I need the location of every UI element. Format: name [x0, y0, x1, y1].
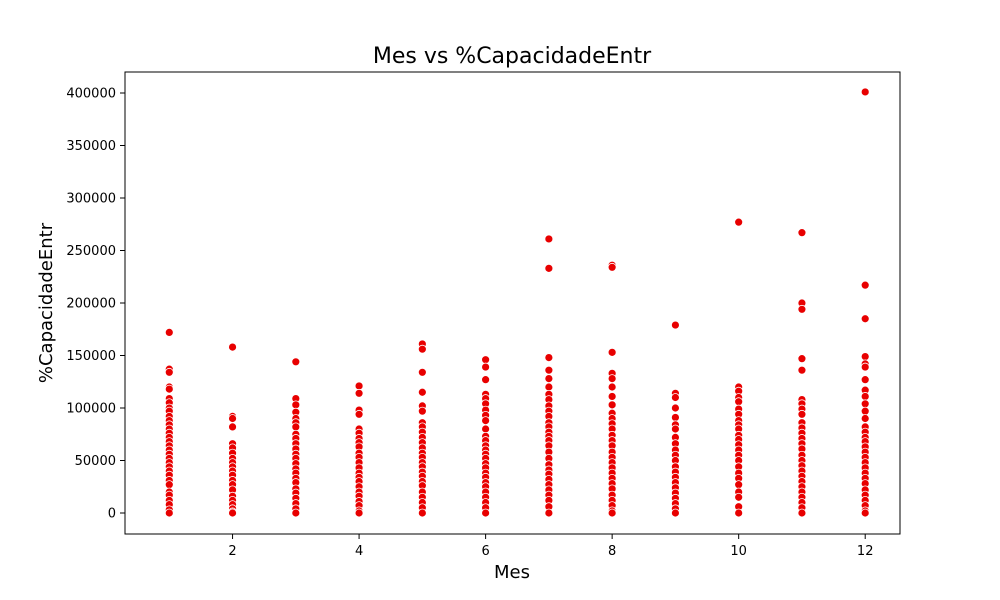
data-point: [734, 492, 744, 502]
data-point: [607, 382, 617, 392]
data-points: [164, 87, 870, 518]
data-point: [417, 344, 427, 354]
data-point: [797, 304, 807, 314]
data-point: [860, 392, 870, 401]
x-tick-label: 2: [228, 544, 236, 559]
data-point: [860, 375, 870, 385]
x-tick-label: 12: [857, 544, 874, 559]
data-point: [544, 353, 554, 363]
x-tick-label: 8: [608, 544, 616, 559]
data-point: [607, 374, 617, 384]
y-tick-label: 100000: [66, 402, 116, 417]
y-tick-label: 0: [108, 507, 116, 522]
data-point: [671, 320, 680, 330]
data-point: [860, 352, 870, 361]
data-point: [228, 422, 237, 432]
data-point: [481, 424, 491, 434]
data-point: [607, 508, 617, 518]
x-tick-label: 4: [355, 544, 363, 559]
data-point: [481, 355, 491, 365]
data-point: [164, 367, 174, 377]
data-point: [607, 347, 617, 357]
data-point: [417, 406, 427, 416]
data-point: [544, 508, 554, 518]
data-point: [544, 374, 554, 384]
y-tick-label: 250000: [66, 244, 116, 259]
data-point: [354, 409, 364, 419]
data-point: [291, 400, 301, 410]
y-tick-label: 150000: [66, 349, 116, 364]
data-point: [734, 397, 744, 407]
data-point: [797, 508, 807, 518]
x-tick-label: 6: [481, 544, 489, 559]
data-point: [860, 406, 870, 416]
data-point: [291, 357, 301, 367]
data-point: [860, 414, 870, 423]
data-point: [164, 327, 174, 337]
data-point: [481, 375, 491, 385]
data-point: [354, 388, 364, 398]
data-point: [797, 228, 807, 238]
data-point: [607, 262, 617, 272]
data-point: [544, 382, 554, 392]
data-point: [544, 263, 554, 273]
x-axis-label: Mes: [494, 562, 530, 583]
data-point: [228, 414, 237, 423]
x-tick-label: 10: [730, 544, 747, 559]
data-point: [481, 508, 491, 518]
data-point: [354, 508, 364, 518]
y-tick-label: 350000: [66, 139, 116, 154]
x-axis: 2 4 6 8 10 12: [228, 534, 873, 559]
data-point: [734, 480, 744, 490]
y-tick-label: 50000: [75, 454, 116, 469]
data-point: [354, 381, 364, 391]
data-point: [797, 354, 807, 364]
data-point: [164, 480, 174, 490]
data-point: [544, 365, 554, 375]
data-point: [607, 400, 617, 410]
y-axis-label: %CapacidadeEntr: [36, 222, 57, 383]
y-axis: 0 50000 100000 150000 200000 250000 300000 3500…: [66, 87, 125, 522]
data-point: [417, 508, 427, 518]
plot-frame: [124, 71, 901, 535]
data-point: [797, 409, 807, 419]
data-point: [544, 234, 554, 244]
data-point: [291, 508, 301, 518]
data-point: [860, 314, 870, 324]
data-point: [481, 416, 491, 426]
data-point: [481, 362, 491, 372]
data-point: [671, 508, 680, 518]
data-point: [607, 392, 617, 401]
data-point: [417, 387, 427, 397]
chart-title: Mes vs %CapacidadeEntr: [373, 44, 652, 69]
data-point: [671, 413, 680, 422]
data-point: [291, 422, 301, 432]
data-point: [228, 342, 237, 352]
y-tick-label: 400000: [66, 87, 116, 102]
data-point: [671, 403, 680, 413]
data-point: [734, 508, 744, 518]
data-point: [671, 424, 680, 434]
data-point: [797, 365, 807, 375]
data-point: [228, 508, 237, 518]
y-tick-label: 200000: [66, 297, 116, 312]
data-point: [860, 87, 870, 97]
data-point: [860, 362, 870, 372]
data-point: [860, 508, 870, 518]
data-point: [860, 280, 870, 290]
data-point: [734, 217, 744, 227]
data-point: [164, 384, 174, 394]
data-point: [417, 367, 427, 377]
y-tick-label: 300000: [66, 192, 116, 207]
data-point: [671, 393, 680, 402]
data-point: [164, 508, 174, 518]
data-point: [860, 399, 870, 409]
